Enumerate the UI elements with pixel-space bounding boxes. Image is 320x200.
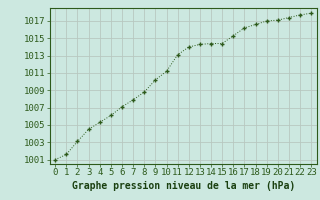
- X-axis label: Graphe pression niveau de la mer (hPa): Graphe pression niveau de la mer (hPa): [72, 181, 295, 191]
